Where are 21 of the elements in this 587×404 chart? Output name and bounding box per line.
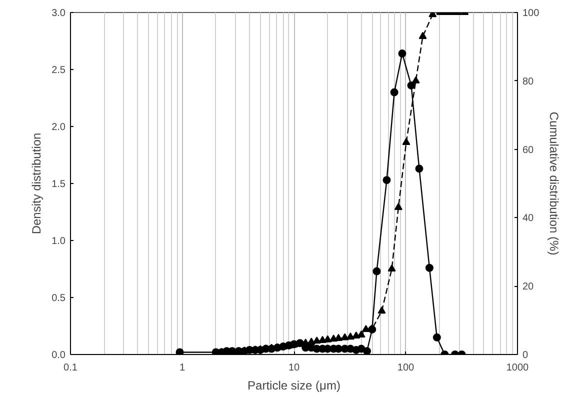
y-tick-label: 1.0	[52, 236, 66, 247]
y-tick-label: 2.5	[52, 65, 66, 76]
y2-tick-label: 60	[522, 144, 534, 156]
y-tick-label: 3.0	[52, 8, 66, 19]
y2-tick-label: 80	[522, 76, 534, 88]
y2-tick-label: 20	[522, 282, 534, 293]
y-tick-label: 0.5	[52, 293, 66, 304]
y-axis-title: Density distribution	[30, 132, 44, 234]
x-tick-label: 1	[179, 362, 186, 374]
x-tick-label: 10	[288, 362, 300, 374]
x-tick-label: 1000	[506, 362, 530, 374]
y2-tick-label: 40	[522, 213, 534, 224]
x-axis-title: Particle size (μm)	[248, 378, 340, 392]
y2-tick-label: 100	[522, 8, 540, 19]
x-tick-label: 100	[397, 362, 415, 374]
x-tick-label: 0.1	[64, 362, 78, 374]
y-tick-label: 0.0	[52, 350, 66, 361]
y2-tick-label: 0	[522, 350, 528, 361]
y-tick-label: 2.0	[52, 122, 66, 133]
y-tick-label: 1.5	[52, 179, 66, 190]
y2-axis-title: Cumulative distribution (%)	[547, 112, 562, 256]
